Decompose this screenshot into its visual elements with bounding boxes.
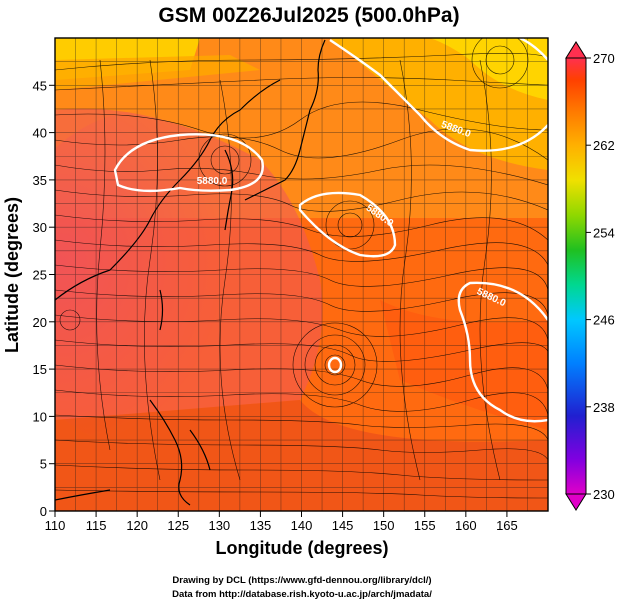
- x-tick-label: 130: [208, 518, 230, 533]
- x-tick-label: 120: [126, 518, 148, 533]
- y-tick-label: 30: [33, 220, 47, 235]
- y-axis-label: Latitude (degrees): [2, 197, 22, 353]
- contour-5880-pacific-east: [457, 281, 548, 423]
- x-tick-label: 145: [332, 518, 354, 533]
- chart-title: GSM 00Z26Jul2025 (500.0hPa): [158, 4, 459, 27]
- colorbar-top-arrow: [565, 41, 587, 59]
- y-tick-label: 25: [33, 268, 47, 283]
- y-axis: 0 5 10 15 20 25 30 35 40 45: [33, 78, 55, 519]
- credit-line-1: Drawing by DCL (https://www.gfd-dennou.o…: [172, 575, 431, 586]
- colorbar-tick-label: 270: [593, 51, 615, 66]
- wind-streamlines: [55, 38, 548, 499]
- x-tick-label: 135: [250, 518, 272, 533]
- grid: [55, 38, 548, 511]
- x-tick-label: 125: [167, 518, 189, 533]
- geopotential-contours: [113, 38, 548, 423]
- y-tick-label: 35: [33, 173, 47, 188]
- colorbar-tick-label: 262: [593, 138, 615, 153]
- temperature-field: 5880.0 5880.0 5880.0 5880.0: [55, 38, 548, 511]
- contour-5880-japan-south: [298, 191, 397, 258]
- typhoon-eye-contour: [327, 356, 343, 374]
- x-tick-label: 160: [455, 518, 477, 533]
- colorbar-tick-label: 254: [593, 225, 615, 240]
- x-axis: 110 115 120 125 130 135 140 145 150 155 160 165: [45, 511, 518, 533]
- colorbar-tick-label: 238: [593, 400, 615, 415]
- colorbar-bottom-arrow: [565, 493, 587, 511]
- contour-5880-korea: [113, 133, 265, 193]
- contour-label-1: 5880.0: [197, 176, 228, 187]
- x-tick-label: 115: [86, 518, 107, 533]
- y-tick-label: 0: [40, 504, 47, 519]
- x-tick-label: 140: [291, 518, 313, 533]
- x-axis-label: Longitude (degrees): [215, 538, 388, 558]
- y-tick-label: 5: [40, 457, 47, 472]
- y-tick-label: 10: [33, 409, 47, 424]
- colorbar-tick-label: 246: [593, 313, 615, 328]
- colorbar-tick-label: 230: [593, 487, 615, 502]
- colorbar: 230 238 246 254 262 270: [565, 41, 615, 511]
- y-tick-label: 45: [33, 78, 47, 93]
- contour-5880-northeast: [519, 38, 548, 61]
- y-tick-label: 40: [33, 126, 47, 141]
- credit-line-2: Data from http://database.rish.kyoto-u.a…: [172, 589, 432, 600]
- y-tick-label: 15: [33, 362, 47, 377]
- contour-5880-pacific-north: [329, 39, 548, 152]
- colorbar-gradient: [565, 57, 587, 495]
- x-tick-label: 110: [45, 518, 66, 533]
- x-tick-label: 165: [496, 518, 518, 533]
- x-tick-label: 150: [373, 518, 395, 533]
- y-tick-label: 20: [33, 315, 47, 330]
- x-tick-label: 155: [414, 518, 436, 533]
